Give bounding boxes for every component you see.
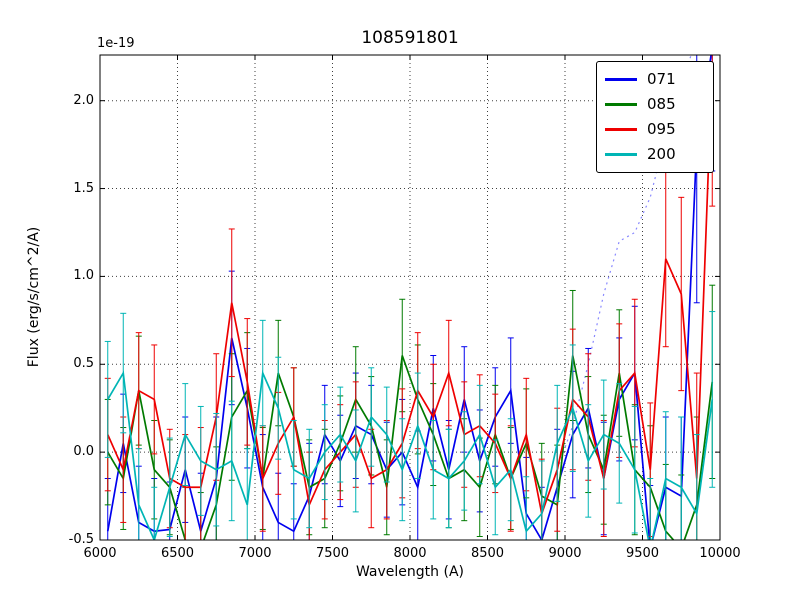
legend-label: 200 [647,145,676,163]
x-tick-label: 6000 [83,546,117,561]
legend-line-swatch [605,153,637,156]
legend-label: 085 [647,95,676,113]
y-tick-label: 0.5 [73,356,94,372]
legend-item: 200 [605,142,705,167]
x-tick-label: 9000 [548,546,582,561]
y-tick-label: 2.0 [73,92,94,108]
y-tick-label: 1.0 [73,268,94,284]
legend-line-swatch [605,128,637,131]
y-tick-label: 0.0 [73,444,94,460]
legend-label: 071 [647,70,676,88]
legend-item: 071 [605,67,705,92]
y-tick-label: -0.5 [68,532,94,547]
x-tick-label: 8500 [470,546,505,561]
y-axis-offset-label: 1e-19 [97,36,135,51]
y-axis-label: Flux (erg/s/cm^2/A) [26,226,42,368]
x-tick-label: 10000 [699,546,741,561]
x-tick-label: 8000 [393,546,427,561]
legend-label: 095 [647,120,676,138]
x-tick-label: 6500 [160,546,195,561]
legend-line-swatch [605,78,637,81]
legend-line-swatch [605,103,637,106]
legend-item: 095 [605,117,705,142]
x-tick-label: 7000 [238,546,272,561]
legend-item: 085 [605,92,705,117]
y-tick-label: 1.5 [73,180,94,196]
x-axis-label: Wavelength (A) [355,564,464,580]
chart-title: 108591801 [361,28,459,48]
x-tick-label: 9500 [625,546,660,561]
x-tick-label: 7500 [315,546,350,561]
legend: 071 085 095 200 [596,61,714,173]
